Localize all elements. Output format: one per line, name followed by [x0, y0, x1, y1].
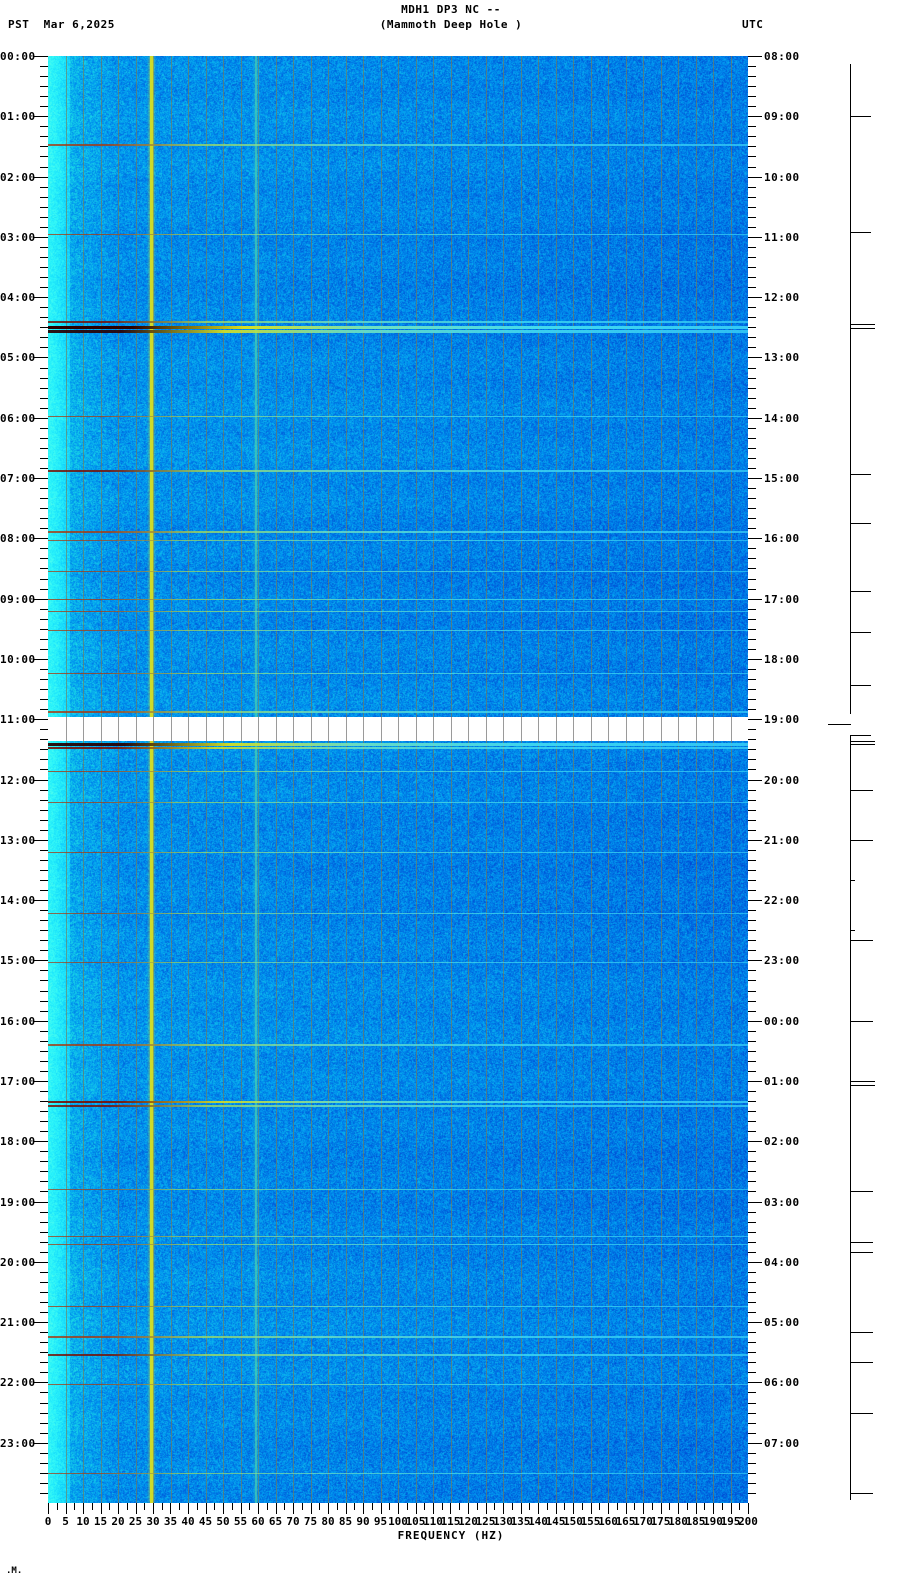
- event-axis-gap-stub: [828, 724, 851, 725]
- event-axis-tick: [851, 840, 873, 841]
- event-axis-tick: [851, 632, 871, 633]
- event-axis-tick: [851, 741, 875, 742]
- event-axis-tick: [851, 474, 871, 475]
- event-axis-tick: [851, 1021, 873, 1022]
- event-axis-tick: [851, 1191, 873, 1192]
- event-axis-tick: [851, 324, 875, 325]
- event-axis-tick: [851, 1242, 873, 1243]
- event-axis-tick: [851, 328, 875, 329]
- event-axis-tick: [851, 523, 871, 524]
- corner-artifact-mark: .M.: [6, 1566, 22, 1576]
- event-axis-tick: [851, 1332, 873, 1333]
- event-axis-tick: [851, 744, 875, 745]
- event-axis-tick: [851, 940, 873, 941]
- event-axis-tick: [851, 735, 871, 736]
- event-axis-tick: [851, 1081, 875, 1082]
- event-axis-marks: [0, 0, 902, 1584]
- event-axis-tick: [851, 232, 871, 233]
- event-axis-tick: [851, 116, 871, 117]
- event-axis-tick: [851, 930, 855, 931]
- event-axis-tick: [851, 1252, 873, 1253]
- event-axis-tick: [851, 880, 855, 881]
- event-axis-tick: [851, 591, 871, 592]
- event-axis-tick: [851, 790, 873, 791]
- event-axis-tick: [851, 685, 871, 686]
- event-axis-tick: [851, 1362, 873, 1363]
- event-axis-tick: [851, 1493, 873, 1494]
- event-axis-tick: [851, 1413, 873, 1414]
- event-axis-tick: [851, 1085, 875, 1086]
